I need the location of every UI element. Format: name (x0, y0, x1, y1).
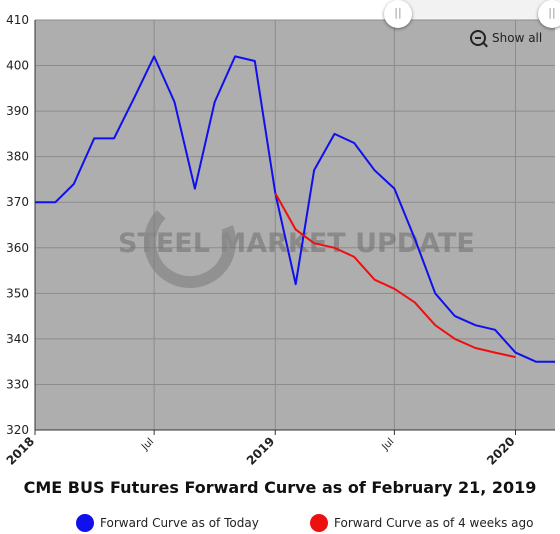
series-line-today (35, 55, 555, 363)
navigator-track[interactable] (398, 0, 548, 22)
x-tick-label: Jul (139, 436, 156, 453)
y-tick-label: 320 (6, 423, 29, 437)
x-axis-tick-labels: 2018 Jul 2019 Jul 2020 (4, 434, 518, 468)
plot-area (35, 20, 555, 430)
legend-label-today: Forward Curve as of Today (100, 516, 259, 530)
chart-title: CME BUS Futures Forward Curve as of Febr… (23, 478, 537, 497)
legend-item-today[interactable]: Forward Curve as of Today (76, 514, 259, 532)
watermark-swoosh (144, 196, 236, 288)
x-tick-label: Jul (379, 436, 396, 453)
legend-marker-4-weeks-ago (310, 514, 328, 532)
legend: Forward Curve as of Today Forward Curve … (0, 514, 560, 534)
show-all-label: Show all (492, 31, 543, 45)
navigator-handle-right[interactable]: || (538, 0, 560, 28)
axes (34, 20, 555, 431)
watermark-logo: STEEL MARKET UPDATE (118, 196, 475, 288)
y-tick-label: 350 (6, 286, 29, 300)
show-all-button[interactable]: Show all (470, 30, 542, 46)
y-tick-label: 390 (6, 104, 29, 118)
y-tick-label: 360 (6, 241, 29, 255)
y-tick-label: 340 (6, 332, 29, 346)
series-line-4-weeks-ago (274, 192, 516, 359)
zoom-out-icon (470, 30, 486, 46)
navigator-handle-left[interactable]: || (384, 0, 412, 28)
legend-item-4-weeks-ago[interactable]: Forward Curve as of 4 weeks ago (310, 514, 533, 532)
y-tick-label: 380 (6, 150, 29, 164)
y-tick-label: 400 (6, 59, 29, 73)
x-tick-label: 2020 (484, 434, 518, 468)
y-tick-label: 370 (6, 195, 29, 209)
y-tick-label: 410 (6, 13, 29, 27)
x-tick-label: 2019 (244, 434, 278, 468)
y-tick-label: 330 (6, 377, 29, 391)
legend-label-4-weeks-ago: Forward Curve as of 4 weeks ago (334, 516, 534, 530)
legend-marker-today (76, 514, 94, 532)
y-axis-tick-labels: 320 330 340 350 360 370 380 390 400 410 (6, 13, 29, 437)
watermark-text: STEEL MARKET UPDATE (118, 228, 475, 259)
series-layer (35, 55, 555, 363)
x-tick-label: 2018 (4, 434, 38, 468)
